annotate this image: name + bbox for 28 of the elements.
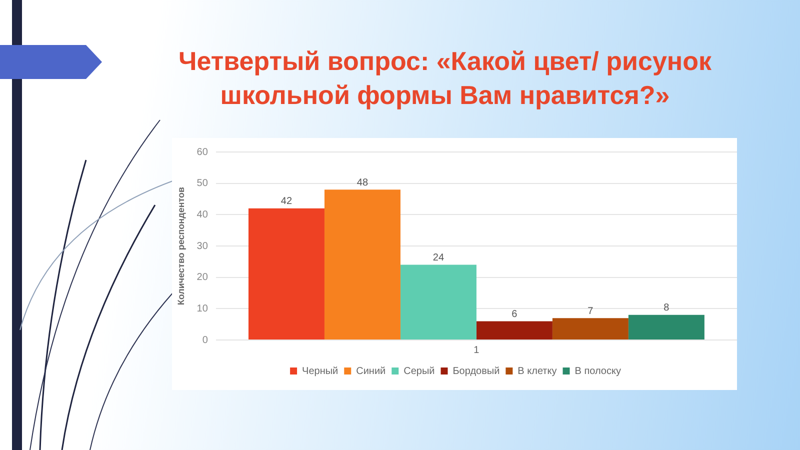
data-label: 48 bbox=[356, 177, 368, 188]
bar bbox=[248, 208, 324, 340]
y-tick-label: 20 bbox=[196, 272, 208, 284]
y-tick-label: 40 bbox=[196, 209, 208, 220]
legend-label: Синий bbox=[356, 366, 386, 377]
bar bbox=[400, 264, 476, 340]
legend-label: Серый bbox=[404, 366, 435, 377]
bar bbox=[628, 314, 704, 340]
legend-label: Бордовый bbox=[452, 366, 500, 377]
data-label: 8 bbox=[664, 302, 670, 314]
y-tick-label: 30 bbox=[196, 240, 208, 252]
legend-label: В клетку bbox=[518, 366, 557, 377]
legend-label: В полоску bbox=[574, 366, 621, 377]
data-label: 7 bbox=[588, 306, 594, 317]
chart-title: Четвертый вопрос: «Какой цвет/ рисунок школьной формы Вам нравится?» bbox=[177, 45, 713, 112]
data-label: 42 bbox=[280, 196, 292, 208]
data-label: 24 bbox=[432, 252, 444, 264]
bar bbox=[552, 318, 628, 340]
legend-label: Черный bbox=[302, 366, 338, 377]
data-label: 6 bbox=[512, 308, 518, 320]
bar bbox=[476, 321, 552, 340]
y-tick-label: 60 bbox=[196, 146, 208, 158]
x-tick-label: 1 bbox=[474, 344, 480, 356]
y-tick-label: 50 bbox=[196, 178, 208, 190]
y-tick-label: 10 bbox=[196, 303, 208, 314]
y-axis-title: Количество респондентов bbox=[176, 186, 186, 306]
bar bbox=[324, 190, 400, 340]
y-tick-label: 0 bbox=[202, 334, 208, 346]
